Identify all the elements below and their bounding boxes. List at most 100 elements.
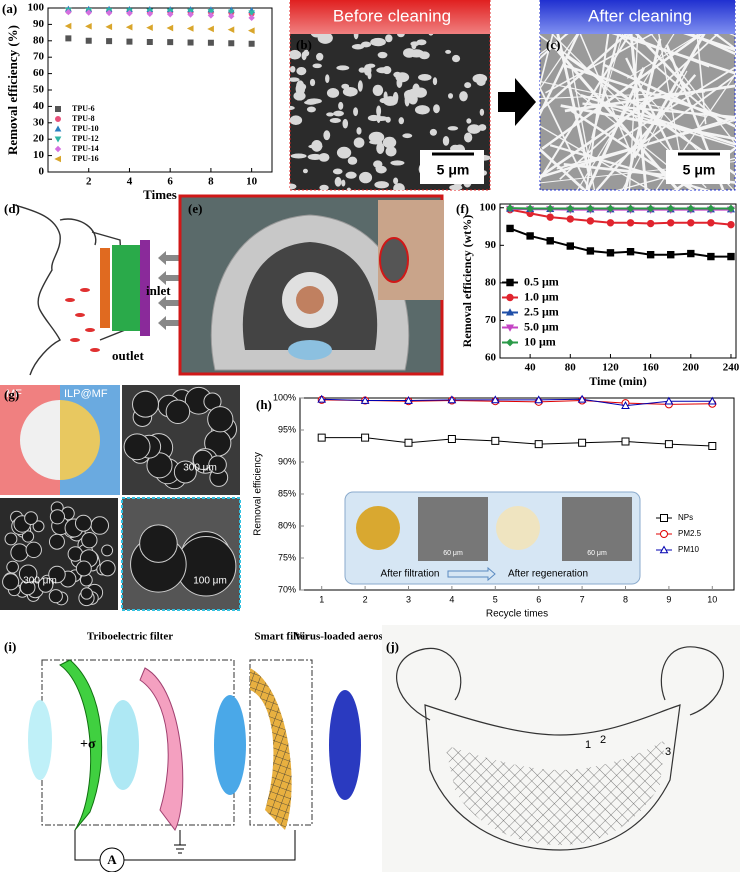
x-tick-label: 8 [623,594,628,604]
point [166,11,174,18]
pore [329,118,342,123]
pore [408,93,418,105]
panel-label: (h) [256,397,272,412]
x-tick-label: 240 [723,362,740,374]
y-tick-label: 85% [278,488,296,498]
circuit [74,830,296,861]
y-tick-label: 70% [278,584,296,594]
point [207,9,215,16]
image-header [290,0,490,34]
inset-caption: After regeneration [508,569,588,580]
particles [65,288,100,352]
inlet-label: inlet [146,283,171,298]
y-tick-label: 30 [33,116,45,128]
point [646,204,655,213]
legend-marker [54,125,62,132]
point [447,434,456,443]
y-tick-label: 100 [28,2,45,14]
fiber [540,91,706,100]
panel-label: (e) [188,201,202,216]
fiber [617,66,735,141]
foam-cell [4,532,18,546]
x-tick-label: 4 [127,176,133,188]
pore [307,153,323,160]
valve-center [296,286,324,314]
pore [336,146,352,159]
legend-marker [506,338,514,347]
pore [333,110,344,117]
point [606,249,615,257]
pore [409,91,424,96]
foam-cell [139,524,178,563]
point [646,219,655,228]
point [664,440,673,449]
foam-cell [101,544,114,557]
aerosol-cloud [329,690,361,800]
pore [342,118,349,129]
point [125,23,133,31]
pore [312,63,322,69]
sketch-label: 1 [585,739,591,751]
pore [306,106,316,113]
pore [478,124,487,131]
fiber [585,0,614,190]
y-axis-label: Removal efficiency [253,452,264,536]
pore [290,183,297,190]
smart-filter-mesh [250,668,292,830]
legend-marker [54,145,62,153]
point [360,396,370,404]
x-tick-label: 120 [602,362,619,374]
y-tick-label: 20 [33,133,45,145]
point [577,394,587,403]
point [491,436,500,445]
pore [338,101,344,110]
pore [375,165,385,171]
point [664,396,674,405]
foam-cell [32,520,45,533]
pore [463,132,473,143]
point [248,14,255,22]
fiber [540,147,587,190]
pore [319,184,329,190]
foam-cell [123,433,151,461]
point [546,204,555,213]
foam-cell [2,573,20,591]
panel-label: (c) [546,37,560,52]
plot-frame [499,203,737,359]
point [187,39,194,46]
pore [318,152,330,162]
fiber [577,0,722,123]
panel-label: (g) [4,387,19,402]
pore [296,80,305,93]
pore [385,34,393,43]
legend-label: PM2.5 [678,529,702,538]
point [566,242,574,250]
point [566,215,574,223]
y-tick-label: 50 [33,84,45,96]
y-tick-label: 95% [278,424,296,434]
foam-cell [208,455,227,474]
point [65,35,72,42]
point [506,204,514,213]
point [126,10,133,17]
pore [395,72,410,83]
point [606,219,615,227]
green-film [59,659,103,831]
point [64,22,72,30]
y-tick-label: 60 [485,352,497,364]
point [727,252,735,261]
pore [347,156,358,165]
legend-label: 1.0 μm [524,289,559,303]
foam-cell [25,541,42,559]
foam-cell [74,514,92,532]
point [606,204,615,213]
pore [370,37,386,47]
image-title: Before cleaning [333,6,451,25]
pore [336,65,350,71]
legend-label: 2.5 μm [524,304,559,318]
pore [304,100,318,105]
arrow [498,78,536,126]
point [105,9,113,17]
point [534,395,544,404]
foam-cell [37,577,54,593]
